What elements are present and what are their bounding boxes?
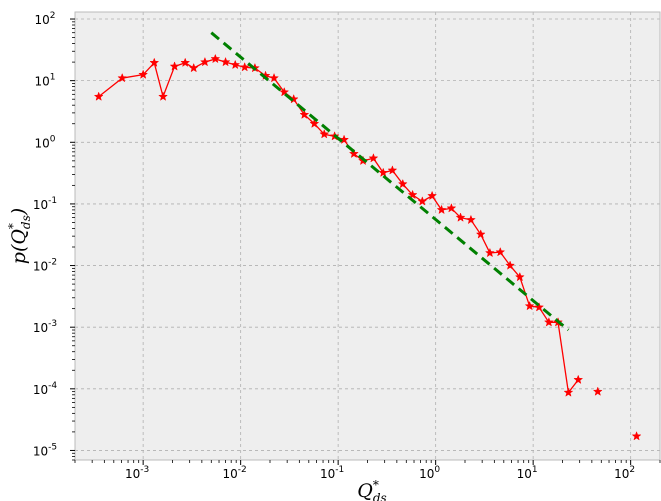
data-point bbox=[407, 189, 418, 200]
data-point bbox=[495, 246, 506, 257]
data-point bbox=[397, 178, 408, 189]
data-point bbox=[368, 153, 379, 163]
x-tick-label: 102 bbox=[614, 465, 635, 481]
data-point bbox=[592, 386, 603, 396]
data-point bbox=[387, 165, 398, 175]
data-point bbox=[378, 167, 389, 178]
y-tick-label: 10-4 bbox=[33, 381, 58, 397]
plot-area bbox=[75, 12, 660, 460]
data-point bbox=[417, 196, 428, 206]
data-point bbox=[543, 317, 554, 327]
x-axis-title: Q* ds bbox=[357, 478, 386, 501]
data-point bbox=[524, 300, 535, 311]
data-point bbox=[93, 91, 104, 101]
data-point bbox=[117, 72, 128, 83]
y-tick-label: 10-5 bbox=[33, 442, 57, 458]
fit-line bbox=[210, 31, 570, 332]
data-point bbox=[199, 56, 210, 67]
x-axis-label: Q* ds bbox=[357, 478, 386, 501]
data-point bbox=[427, 190, 438, 201]
data-point bbox=[514, 271, 525, 282]
data-point bbox=[475, 229, 486, 239]
data-point bbox=[348, 148, 359, 159]
data-point bbox=[299, 109, 310, 119]
data-point bbox=[188, 62, 199, 73]
data-point bbox=[534, 302, 545, 312]
data-point bbox=[149, 57, 160, 67]
data-point bbox=[563, 387, 574, 397]
data-point bbox=[465, 214, 476, 225]
y-axis-title: p(Q*ds) bbox=[6, 208, 33, 264]
y-axis-label: p(Q*ds) bbox=[6, 208, 33, 264]
data-point bbox=[239, 62, 250, 72]
y-tick-label: 100 bbox=[34, 134, 55, 150]
data-point bbox=[158, 91, 169, 101]
data-point bbox=[138, 69, 149, 79]
data-point bbox=[169, 61, 180, 71]
ticks: 10-3 10-2 10-1 100 101 102 10-5 10-4 10-3 10-2 10-… bbox=[33, 11, 661, 481]
data-point bbox=[319, 129, 330, 139]
data-point bbox=[455, 212, 466, 222]
data-point bbox=[210, 53, 221, 64]
series-layer bbox=[93, 31, 642, 441]
x-tick-label: 10-1 bbox=[320, 465, 344, 481]
data-point bbox=[446, 203, 457, 213]
data-point bbox=[436, 204, 447, 215]
y-tick-label: 102 bbox=[34, 11, 55, 27]
data-point bbox=[573, 374, 584, 385]
data-point bbox=[309, 118, 320, 128]
grid bbox=[75, 12, 660, 460]
x-tick-label: 101 bbox=[517, 465, 538, 481]
y-tick-label: 10-1 bbox=[33, 196, 57, 212]
y-tick-label: 101 bbox=[34, 73, 55, 89]
data-point bbox=[339, 134, 350, 144]
x-tick-label: 10-3 bbox=[125, 465, 149, 481]
data-point bbox=[631, 431, 642, 441]
data-point bbox=[279, 86, 290, 97]
y-tick-label: 10-3 bbox=[33, 319, 57, 335]
data-point bbox=[505, 260, 516, 270]
x-tick-label: 100 bbox=[419, 465, 440, 481]
y-tick-label: 10-2 bbox=[33, 258, 57, 274]
data-point bbox=[220, 56, 231, 67]
data-point bbox=[180, 57, 191, 67]
data-point bbox=[230, 59, 241, 70]
data-point bbox=[269, 72, 280, 83]
x-tick-label: 10-2 bbox=[223, 465, 247, 481]
data-point bbox=[484, 247, 495, 258]
